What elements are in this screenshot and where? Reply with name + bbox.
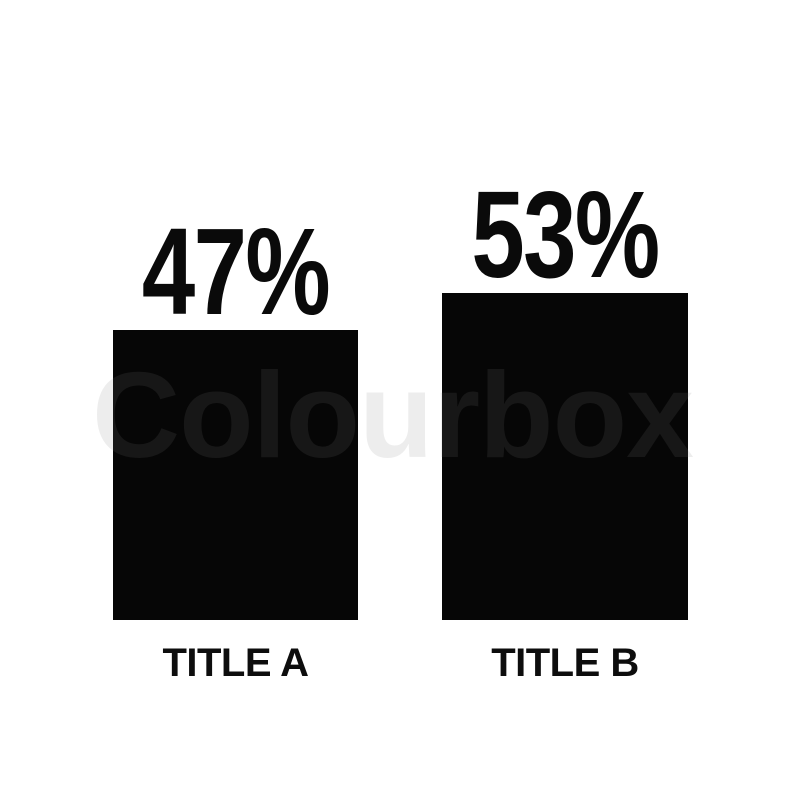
bar-b bbox=[442, 293, 688, 620]
bar-column-a: 47% TITLE A bbox=[113, 0, 358, 800]
bar-value-label-a: 47% bbox=[141, 204, 331, 341]
bar-column-b: 53% TITLE B bbox=[442, 0, 688, 800]
bar-value-label-b: 53% bbox=[471, 167, 660, 304]
bar-category-label-b: TITLE B bbox=[491, 641, 639, 685]
bar-category-label-a: TITLE A bbox=[162, 641, 309, 685]
bar-a bbox=[113, 330, 358, 620]
